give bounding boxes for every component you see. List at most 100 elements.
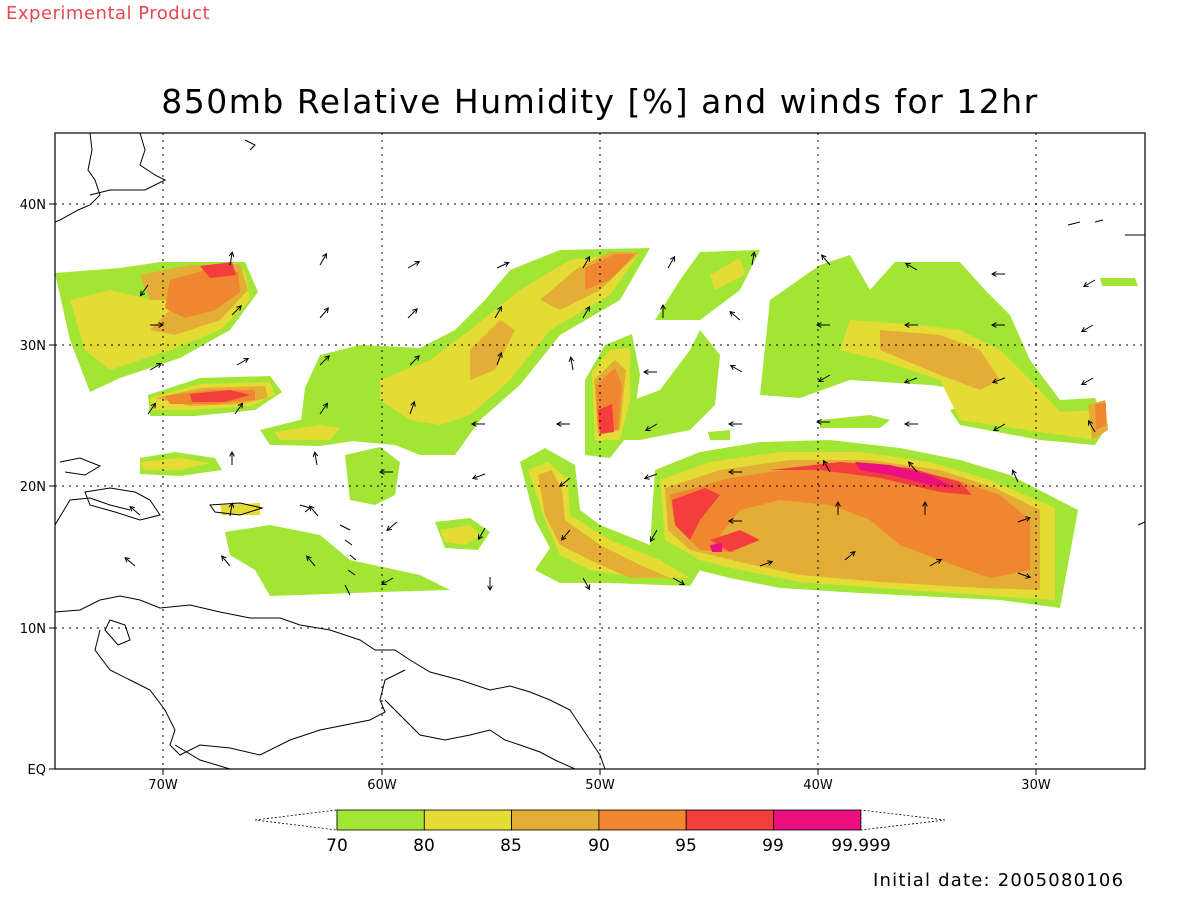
wind-arrow: [234, 403, 243, 415]
colorbar-label-85: 85: [500, 836, 522, 856]
wind-arrow: [844, 551, 856, 561]
graticule: [55, 133, 1145, 769]
rh-95-99-areas: [190, 262, 972, 552]
wind-arrow: [823, 460, 831, 473]
wind-arrow: [905, 263, 918, 271]
wind-arrow: [650, 529, 658, 542]
wind-arrow-head: [559, 481, 566, 488]
chart-title: 850mb Relative Humidity [%] and winds fo…: [161, 82, 1039, 121]
rh-90-95-areas: [165, 254, 1106, 578]
wind-arrow-head: [642, 369, 649, 375]
wind-arrow-head: [308, 505, 315, 512]
colorbar-label-99-999: 99.999: [831, 836, 890, 856]
wind-arrow-head: [835, 500, 841, 507]
colorbar-left-extend: [254, 809, 338, 831]
wind-arrow-head: [991, 378, 998, 384]
wind-arrow-head: [410, 400, 416, 407]
initial-date-label: Initial date: 2005080106: [873, 870, 1125, 891]
colorbar: 70 80 85 90 95 99 99.999: [254, 809, 946, 856]
wind-arrow-head: [584, 305, 591, 312]
colorbar-swatch: [511, 809, 600, 831]
rh-99plus-areas: [710, 462, 955, 552]
wind-arrow-head: [815, 419, 822, 425]
lat-label-40n: 40N: [20, 198, 46, 213]
colorbar-right-extend: [860, 809, 946, 831]
colorbar-swatch: [598, 809, 687, 831]
lat-label-20n: 20N: [20, 480, 46, 495]
wind-arrow-head: [497, 351, 503, 358]
wind-arrow: [407, 261, 420, 269]
wind-arrow-head: [1080, 326, 1087, 333]
colorbar-swatch: [336, 809, 425, 831]
wind-arrow-head: [584, 255, 591, 262]
wind-arrow-head: [560, 534, 567, 541]
wind-arrow: [645, 423, 658, 431]
wind-arrow-head: [727, 421, 734, 427]
wind-arrow-head: [644, 425, 651, 432]
wind-arrow-head: [817, 376, 824, 383]
lat-label-10n: 10N: [20, 622, 46, 637]
humidity-field: [55, 248, 1138, 608]
wind-arrow: [1012, 470, 1019, 483]
wind-arrow: [229, 503, 233, 517]
colorbar-label-80: 80: [413, 836, 435, 856]
wind-arrow-head: [237, 402, 244, 409]
wind-arrow: [644, 473, 658, 479]
wind-arrow-head: [903, 322, 910, 328]
wind-arrow-head: [487, 585, 493, 592]
wind-arrow-head: [643, 474, 650, 480]
wind-arrow-head: [321, 252, 328, 259]
wind-arrow-head: [750, 251, 757, 258]
wind-arrow: [582, 256, 590, 269]
wind-arrow: [124, 557, 136, 567]
wind-arrow-head: [815, 322, 822, 328]
wind-arrow-head: [471, 474, 478, 480]
colorbar-swatch: [773, 809, 862, 831]
wind-arrow-head: [584, 584, 591, 591]
wind-arrow-head: [555, 421, 562, 427]
wind-arrow-head: [660, 303, 666, 310]
wind-arrow: [409, 401, 415, 415]
wind-arrow-head: [1025, 516, 1032, 522]
wind-arrow-head: [936, 558, 943, 565]
wind-arrow: [306, 555, 316, 567]
wind-arrow: [582, 306, 590, 319]
wind-arrow: [381, 577, 394, 585]
wind-arrow: [751, 252, 755, 266]
wind-arrow-head: [324, 355, 330, 361]
wind-arrow: [667, 256, 675, 269]
wind-arrow: [1083, 279, 1096, 287]
wind-arrow: [472, 473, 486, 479]
wind-arrow-head: [496, 305, 503, 312]
wind-arrow-head: [729, 364, 736, 371]
wind-arrow: [314, 452, 318, 466]
wind-arrow-head: [727, 518, 734, 524]
wind-arrow-head: [380, 579, 387, 586]
wind-arrow-head: [992, 425, 999, 432]
wind-arrow: [561, 529, 571, 541]
wind-arrow-head: [139, 290, 146, 297]
lon-label-30w: 30W: [1021, 778, 1051, 793]
wind-arrow-head: [220, 555, 227, 562]
experimental-product-label: Experimental Product: [6, 3, 211, 24]
wind-arrow: [904, 377, 918, 383]
wind-arrow: [386, 521, 398, 531]
wind-arrow-head: [729, 310, 736, 317]
wind-arrow: [129, 506, 141, 516]
wind-arrow-head: [414, 260, 421, 267]
wind-arrow: [319, 307, 329, 319]
wind-arrow-head: [228, 502, 235, 509]
colorbar-swatch: [423, 809, 512, 831]
wind-arrow-head: [1025, 573, 1032, 579]
wind-arrow-head: [124, 556, 131, 563]
lat-label-30n: 30N: [20, 339, 46, 354]
wind-arrow: [319, 403, 328, 415]
lon-label-60w: 60W: [367, 778, 397, 793]
colorbar-label-70: 70: [326, 836, 348, 856]
lat-label-eq: EQ: [28, 763, 46, 778]
wind-arrow: [730, 365, 743, 373]
wind-arrow-head: [378, 469, 385, 475]
wind-arrow-head: [412, 308, 418, 314]
wind-arrow: [140, 284, 149, 296]
